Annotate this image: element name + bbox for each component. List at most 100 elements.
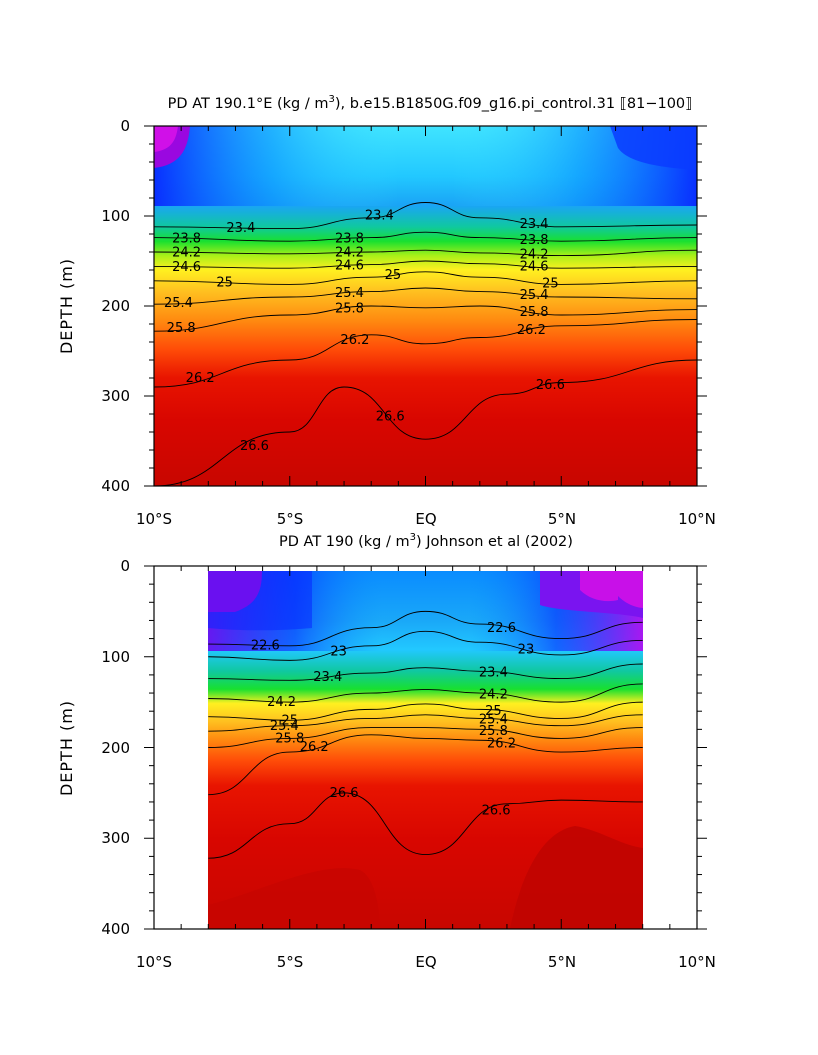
contour-line — [208, 714, 643, 732]
contour-line — [153, 202, 698, 230]
y-tick-label: 300 — [101, 829, 130, 847]
chart-title: PD AT 190 (kg / m3) Johnson et al (2002) — [279, 532, 573, 550]
chart-title: PD AT 190.1°E (kg / m3), b.e15.B1850G.f0… — [168, 94, 693, 112]
contour-label: 23.8 — [335, 232, 364, 247]
x-tick-label: 10°S — [136, 510, 172, 528]
contour-line — [153, 305, 698, 332]
contour-label: 23.4 — [520, 217, 549, 232]
contour-label: 24.6 — [335, 259, 364, 274]
contour-label: 23 — [330, 645, 347, 660]
y-tick-label: 0 — [120, 557, 130, 575]
x-tick-label: 10°S — [136, 953, 172, 971]
x-tick-label: 5°N — [548, 953, 576, 971]
contour-label: 25 — [216, 276, 233, 291]
contour-label: 26.2 — [517, 323, 546, 338]
contour-label: 26.2 — [300, 740, 329, 755]
y-axis-title: DEPTH (m) — [57, 700, 76, 796]
contour-label: 22.6 — [487, 621, 516, 636]
contour-label: 25 — [385, 268, 402, 283]
contour-label: 25.4 — [270, 719, 299, 734]
contour-line — [208, 792, 643, 859]
contour-label: 25.8 — [520, 305, 549, 320]
y-tick-label: 0 — [120, 117, 130, 135]
x-tick-label: 5°S — [277, 510, 304, 528]
contour-label: 26.6 — [330, 786, 359, 801]
contour-label: 24.6 — [520, 260, 549, 275]
contour-label: 25.4 — [164, 296, 193, 311]
contour-lines — [153, 202, 698, 487]
contour-label: 24.2 — [172, 245, 201, 260]
contour-label: 24.2 — [335, 245, 364, 260]
contour-label: 23.8 — [520, 233, 549, 248]
contour-label: 26.6 — [240, 439, 269, 454]
contour-label: 23.4 — [226, 221, 255, 236]
contour-label: 26.6 — [536, 378, 565, 393]
deep-red-patch — [208, 868, 380, 929]
plot-area-top: 23.423.423.423.8 23.8 23.824.2 24.2 24.224.6… — [153, 125, 698, 487]
contour-line — [153, 260, 698, 269]
y-tick-label: 200 — [101, 739, 130, 757]
contour-label: 25.4 — [520, 288, 549, 303]
axis-ticks — [144, 565, 707, 930]
contour-line — [153, 319, 698, 388]
blue-patch — [610, 126, 697, 170]
contour-line — [208, 663, 643, 681]
contour-label: 25.8 — [275, 731, 304, 746]
contour-label: 23 — [518, 642, 535, 657]
x-axis-bottom: 10°S 5°S EQ 5°N 10°N — [136, 953, 716, 971]
contour-label: 24.2 — [520, 248, 549, 263]
contour-label: 25.8 — [479, 724, 508, 739]
y-tick-label: 400 — [101, 920, 130, 938]
y-tick-label: 200 — [101, 297, 130, 315]
contour-line — [153, 359, 698, 487]
panel-top: PD AT 190.1°E (kg / m3), b.e15.B1850G.f0… — [57, 94, 716, 528]
contour-label: 26.2 — [487, 736, 516, 751]
x-tick-label: 5°S — [277, 953, 304, 971]
y-axis-bottom: 0 100 200 300 400 DEPTH (m) — [57, 557, 130, 938]
magenta-patch — [618, 571, 643, 608]
magenta-patch — [580, 571, 618, 602]
x-tick-label: 5°N — [548, 510, 576, 528]
contour-label: 25.4 — [479, 713, 508, 728]
contour-label: 23.8 — [172, 231, 201, 246]
y-axis-title: DEPTH (m) — [57, 258, 76, 354]
contour-label: 25.8 — [335, 301, 364, 316]
surface-light-water — [154, 126, 697, 206]
x-axis-top: 10°S 5°S EQ 5°N 10°N — [136, 510, 716, 528]
contour-line — [208, 734, 643, 796]
y-tick-label: 100 — [101, 648, 130, 666]
contour-line — [208, 630, 643, 661]
contour-labels: 23.423.423.423.8 23.8 23.824.2 24.2 24.224.6… — [164, 209, 565, 455]
contour-label: 24.2 — [479, 688, 508, 703]
y-tick-label: 100 — [101, 207, 130, 225]
y-axis-top: 0 100 200 300 400 DEPTH (m) — [57, 117, 130, 495]
purple-patch — [208, 571, 262, 612]
contour-label: 25 — [281, 713, 298, 728]
contour-label: 23.4 — [365, 209, 394, 224]
contour-label: 26.2 — [186, 371, 215, 386]
contour-line — [208, 727, 643, 748]
contour-label: 24.2 — [267, 695, 296, 710]
contour-label: 25.8 — [167, 321, 196, 336]
axis-ticks — [144, 125, 707, 487]
contour-line — [153, 249, 698, 257]
contour-label: 25 — [485, 704, 502, 719]
contour-label: 24.6 — [172, 260, 201, 275]
deep-red-patch — [510, 826, 643, 929]
contour-label: 26.2 — [340, 333, 369, 348]
magenta-patch — [154, 126, 178, 152]
panel-bottom: PD AT 190 (kg / m3) Johnson et al (2002)… — [57, 532, 716, 971]
y-tick-label: 300 — [101, 387, 130, 405]
contour-line — [208, 610, 643, 647]
contour-label: 23.4 — [479, 665, 508, 680]
contour-line — [208, 683, 643, 703]
contour-label: 23.4 — [313, 670, 342, 685]
x-tick-label: EQ — [415, 510, 436, 528]
contour-line — [153, 231, 698, 242]
contour-label: 26.6 — [376, 410, 405, 425]
contour-label: 25.4 — [335, 286, 364, 301]
y-tick-label: 400 — [101, 477, 130, 495]
contour-line — [153, 271, 698, 285]
